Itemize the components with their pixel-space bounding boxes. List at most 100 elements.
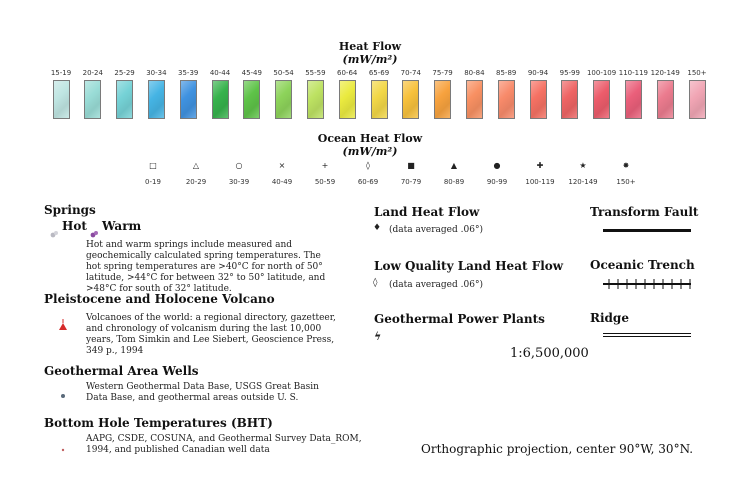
heat-flow-range-label: 50-54 xyxy=(273,69,294,77)
ocean-heat-flow-symbol: ✚ xyxy=(536,161,544,170)
heat-flow-swatch xyxy=(434,80,452,119)
ocean-heat-flow-symbol: ◊ xyxy=(366,161,370,170)
ocean-heat-flow-symbol: ○ xyxy=(235,161,243,170)
bht-title: Bottom Hole Temperatures (BHT) xyxy=(44,416,273,430)
heat-flow-range-label: 120-149 xyxy=(650,69,680,77)
ocean-heat-flow-symbol: ● xyxy=(493,161,501,170)
land-heat-flow-title: Land Heat Flow xyxy=(374,205,480,219)
low-quality-heat-flow-title: Low Quality Land Heat Flow xyxy=(374,259,564,273)
heat-flow-swatch xyxy=(116,80,134,119)
low-quality-heat-flow-note: (data averaged .06°) xyxy=(389,280,483,290)
ocean-heat-flow-range-label: 50-59 xyxy=(314,178,336,186)
heat-flow-range-label: 40-44 xyxy=(209,69,231,77)
heat-flow-swatch xyxy=(52,80,70,119)
heat-flow-swatch xyxy=(688,80,706,119)
heat-flow-swatch xyxy=(147,80,165,119)
heat-flow-swatch xyxy=(370,80,388,119)
ridge-line xyxy=(603,333,691,337)
heat-flow-swatch xyxy=(624,80,642,119)
ocean-heat-flow-symbol: ■ xyxy=(407,161,415,170)
heat-flow-swatch xyxy=(402,80,420,119)
heat-flow-swatch xyxy=(179,80,197,119)
power-plant-icon: ϟ xyxy=(374,330,382,343)
heat-flow-swatch xyxy=(529,80,547,119)
oceanic-trench-title: Oceanic Trench xyxy=(590,258,695,272)
ocean-heat-flow-range-label: 20-29 xyxy=(185,178,207,186)
projection-note: Orthographic projection, center 90°W, 30… xyxy=(421,442,694,456)
heat-flow-range-label: 35-39 xyxy=(178,69,199,77)
heat-flow-swatch xyxy=(243,80,261,119)
ocean-heat-flow-range-label: 80-89 xyxy=(443,178,465,186)
heat-flow-range-label: 90-94 xyxy=(527,69,549,77)
ocean-heat-flow-symbol: ★ xyxy=(579,161,587,170)
heat-flow-swatch xyxy=(561,80,579,119)
heat-flow-range-label: 20-24 xyxy=(82,69,103,77)
heat-flow-range-label: 70-74 xyxy=(400,69,421,77)
heat-flow-range-label: 60-64 xyxy=(337,69,358,77)
ocean-heat-flow-symbol: ✸ xyxy=(622,161,630,170)
ocean-heat-flow-range-label: 100-119 xyxy=(525,178,555,186)
warm-spring-label: Warm xyxy=(102,219,142,233)
heat-flow-range-label: 15-19 xyxy=(50,69,72,77)
ocean-heat-flow-title: Ocean Heat Flow (mW/m²) xyxy=(290,132,450,158)
warm-spring-icon xyxy=(90,223,100,242)
ocean-heat-flow-symbol: + xyxy=(321,161,329,170)
heat-flow-swatch xyxy=(338,80,356,119)
heat-flow-range-label: 80-84 xyxy=(464,69,485,77)
hot-spring-label: Hot xyxy=(62,219,87,233)
heat-flow-title-text: Heat Flow xyxy=(338,40,402,53)
heat-flow-range-label: 75-79 xyxy=(432,69,453,77)
transform-fault-title: Transform Fault xyxy=(590,205,699,219)
heat-flow-range-label: 110-119 xyxy=(618,69,649,77)
transform-fault-line xyxy=(603,229,691,232)
springs-title: Springs xyxy=(44,203,96,217)
oceanic-trench-line xyxy=(603,279,691,289)
land-heat-flow-note: (data averaged .06°) xyxy=(389,225,483,235)
volcano-title: Pleistocene and Holocene Volcano xyxy=(44,292,275,306)
ocean-heat-flow-title-text: Ocean Heat Flow xyxy=(317,132,423,145)
bht-icon xyxy=(61,437,65,456)
heat-flow-swatch xyxy=(497,80,515,119)
ocean-heat-flow-symbol: ▲ xyxy=(450,161,458,170)
heat-flow-range-label: 30-34 xyxy=(146,69,167,77)
ocean-heat-flow-range-label: 150+ xyxy=(616,178,636,186)
heat-flow-range-label: 25-29 xyxy=(114,69,135,77)
land-heat-flow-symbol: ♦ xyxy=(373,223,382,233)
volcano-icon xyxy=(58,316,68,335)
map-scale: 1:6,500,000 xyxy=(510,346,589,361)
heat-flow-range-label: 150+ xyxy=(687,69,707,77)
heat-flow-swatch xyxy=(211,80,229,119)
geothermal-wells-title: Geothermal Area Wells xyxy=(44,364,199,378)
ocean-heat-flow-symbol: × xyxy=(278,161,286,170)
heat-flow-swatch xyxy=(656,80,674,119)
ocean-heat-flow-range-label: 40-49 xyxy=(271,178,293,186)
ocean-heat-flow-range-label: 30-39 xyxy=(228,178,250,186)
ocean-heat-flow-range-label: 120-149 xyxy=(568,178,598,186)
volcano-description: Volcanoes of the world: a regional direc… xyxy=(86,313,336,356)
heat-flow-range-label: 45-49 xyxy=(241,69,262,77)
ocean-heat-flow-range-label: 90-99 xyxy=(486,178,508,186)
heat-flow-swatch xyxy=(306,80,324,119)
geothermal-power-plants-title: Geothermal Power Plants xyxy=(374,312,545,326)
ocean-heat-flow-symbol: △ xyxy=(192,161,200,170)
ocean-heat-flow-range-label: 0-19 xyxy=(145,178,161,186)
hot-spring-icon xyxy=(50,223,60,242)
heat-flow-title: Heat Flow (mW/m²) xyxy=(300,40,440,66)
ocean-heat-flow-range-label: 70-79 xyxy=(400,178,422,186)
geothermal-well-icon xyxy=(60,384,66,403)
heat-flow-units: (mW/m²) xyxy=(342,53,398,66)
low-quality-heat-flow-symbol: ◊ xyxy=(373,278,378,288)
heat-flow-swatch xyxy=(275,80,293,119)
ocean-heat-flow-range-label: 60-69 xyxy=(357,178,379,186)
heat-flow-swatch xyxy=(593,80,611,119)
ocean-heat-flow-symbol: □ xyxy=(149,161,157,170)
heat-flow-swatch xyxy=(84,80,102,119)
heat-flow-range-label: 65-69 xyxy=(368,69,390,77)
heat-flow-range-label: 55-59 xyxy=(305,69,326,77)
heat-flow-range-label: 95-99 xyxy=(559,69,580,77)
heat-flow-range-label: 85-89 xyxy=(496,69,517,77)
geothermal-wells-description: Western Geothermal Data Base, USGS Great… xyxy=(86,382,319,403)
springs-description: Hot and warm springs include measured an… xyxy=(86,240,326,294)
heat-flow-swatch xyxy=(465,80,483,119)
bht-description: AAPG, CSDE, COSUNA, and Geothermal Surve… xyxy=(86,434,362,455)
